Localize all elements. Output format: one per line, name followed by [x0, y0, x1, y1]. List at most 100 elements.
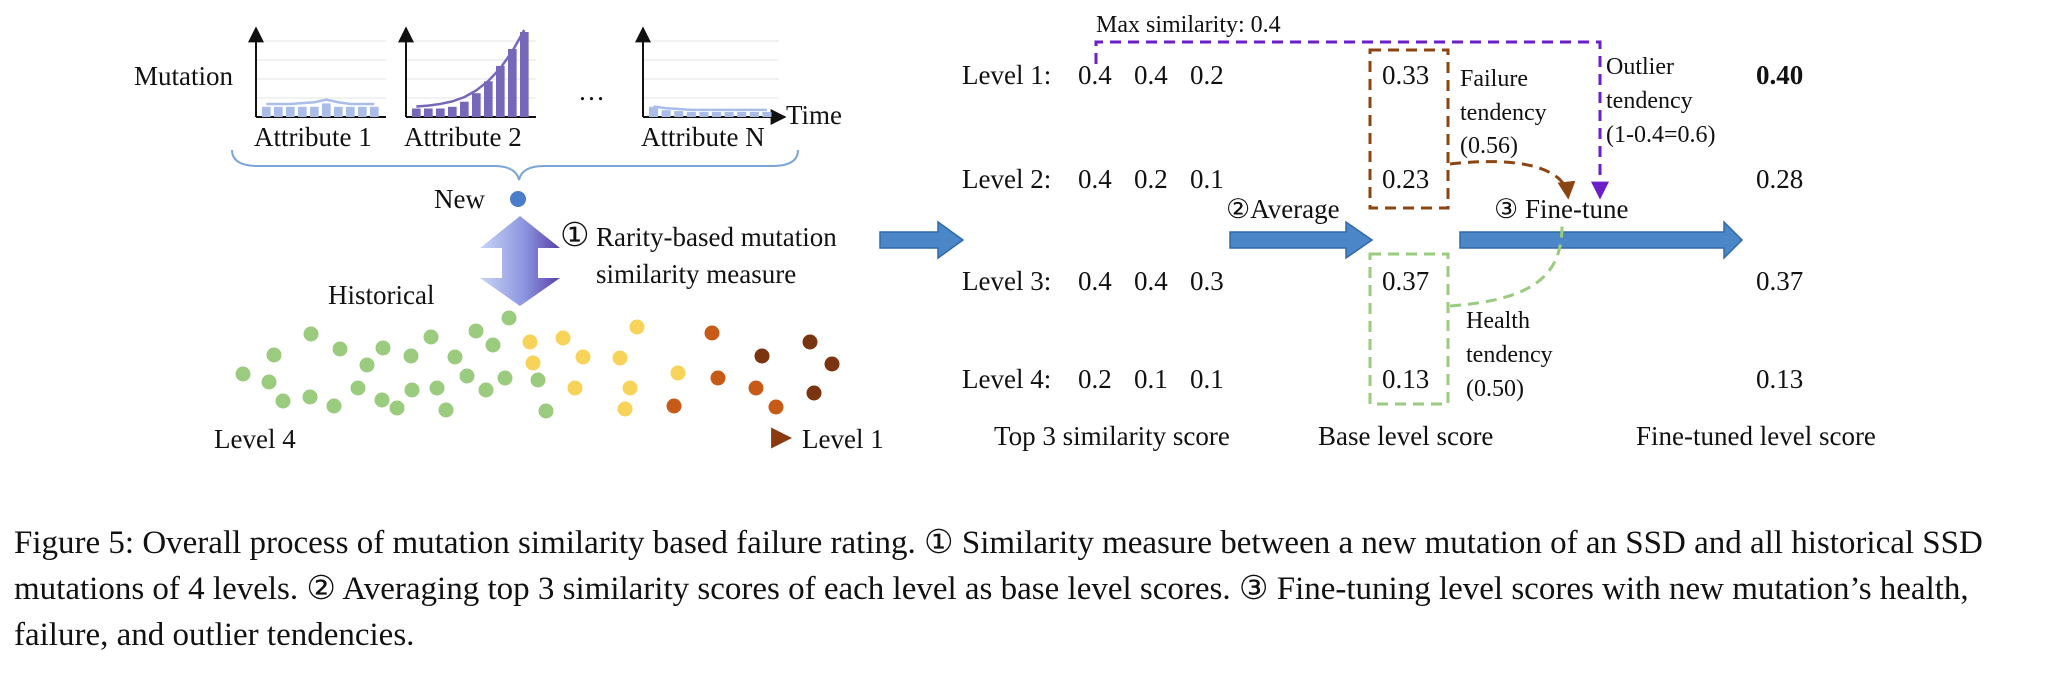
mini-chart-attribute-label: Attribute N: [641, 122, 765, 152]
base-level-score: 0.33: [1382, 60, 1429, 90]
historical-dot: [447, 349, 463, 365]
similarity-measure-section: New Historical ① Rarity-based mutation s…: [214, 184, 884, 454]
failure-tendency-value: (0.56): [1460, 133, 1518, 159]
attribute-brace: [231, 149, 799, 181]
level-row: Level 4: 0.2 0.1 0.1 0.13 0.13: [962, 364, 1803, 394]
historical-dot: [612, 350, 628, 366]
header-fine: Fine-tuned level score: [1636, 421, 1876, 451]
mini-chart-bar: [661, 110, 671, 117]
health-tendency-value: (0.50): [1466, 376, 1524, 402]
similarity-score: 0.2: [1078, 364, 1112, 394]
failure-box: [1368, 48, 1450, 210]
header-base: Base level score: [1318, 421, 1493, 451]
mini-chart-bar: [724, 111, 734, 117]
mini-chart-bar: [370, 106, 379, 117]
historical-dot: [404, 382, 420, 398]
mini-chart-bar: [749, 111, 759, 117]
updown-arrow-icon: [480, 216, 560, 306]
block-arrows: [879, 220, 1744, 260]
similarity-score: 0.1: [1134, 364, 1168, 394]
header-top3: Top 3 similarity score: [994, 421, 1230, 451]
mini-chart-bar: [310, 106, 319, 117]
historical-dot: [567, 380, 583, 396]
mini-chart-attribute-label: Attribute 2: [404, 122, 522, 152]
historical-dot: [350, 380, 366, 396]
mini-chart-bar: [520, 32, 529, 117]
level-row: Level 3: 0.4 0.4 0.3 0.37 0.37: [962, 266, 1803, 296]
mini-chart-bar: [762, 111, 772, 117]
historical-dot: [824, 356, 840, 372]
historical-dot: [302, 389, 318, 405]
arrow-step2-icon: [1229, 220, 1374, 260]
outlier-path: [1094, 40, 1609, 200]
new-label: New: [434, 184, 485, 214]
level-row: Level 2: 0.4 0.2 0.1 0.23 0.28: [962, 164, 1803, 194]
similarity-score: 0.4: [1134, 60, 1168, 90]
mini-chart-bar: [712, 111, 722, 117]
arrow-step3-icon: [1459, 220, 1744, 260]
base-level-score: 0.37: [1382, 266, 1429, 296]
historical-dot: [629, 319, 645, 335]
historical-dot: [389, 400, 405, 416]
mini-chart-bar: [286, 106, 295, 117]
similarity-score: 0.1: [1190, 364, 1224, 394]
historical-dot: [622, 380, 638, 396]
similarity-score: 0.4: [1078, 164, 1112, 194]
historical-dot: [806, 385, 822, 401]
health-tendency-line1: Health: [1466, 308, 1530, 334]
historical-label: Historical: [328, 280, 434, 310]
step1-number: ①: [560, 218, 590, 254]
historical-dot: [359, 357, 375, 373]
mini-chart-bar: [484, 81, 493, 117]
health-tendency-line2: tendency: [1466, 342, 1553, 368]
similarity-score: 0.2: [1190, 60, 1224, 90]
base-level-score: 0.13: [1382, 364, 1429, 394]
historical-dot: [704, 325, 720, 341]
outlier-tendency-value: (1-0.4=0.6): [1606, 122, 1716, 148]
mini-chart-trend-line: [653, 105, 767, 112]
similarity-score: 0.1: [1190, 164, 1224, 194]
historical-dot: [438, 402, 454, 418]
similarity-score: 0.2: [1134, 164, 1168, 194]
historical-dot: [275, 393, 291, 409]
historical-dot: [478, 382, 494, 398]
historical-dot: [326, 398, 342, 414]
historical-dots: [235, 310, 840, 419]
historical-dot: [617, 401, 633, 417]
historical-dot: [555, 330, 571, 346]
mini-chart-bar: [262, 106, 271, 117]
level-high-label: Level 1: [802, 424, 884, 454]
historical-dot: [429, 380, 445, 396]
mini-chart-ylabel: Mutation: [134, 61, 233, 91]
mini-chart-bar: [274, 106, 283, 117]
similarity-score: 0.4: [1134, 266, 1168, 296]
historical-dot: [235, 366, 251, 382]
historical-dot: [530, 372, 546, 388]
outlier-tendency-line2: tendency: [1606, 88, 1693, 114]
mini-chart-bar: [334, 106, 343, 117]
level-row-label: Level 1:: [962, 60, 1051, 90]
historical-dot: [375, 340, 391, 356]
level-row-label: Level 2:: [962, 164, 1051, 194]
failure-curve-arrow: [1449, 160, 1576, 200]
fine-tuned-level-score: 0.13: [1756, 364, 1803, 394]
historical-dot: [768, 399, 784, 415]
health-curve-arrow: [1449, 225, 1564, 308]
historical-dot: [501, 310, 517, 326]
mini-chart-bar: [322, 103, 331, 117]
mini-chart-bar: [508, 49, 517, 117]
historical-dot: [423, 329, 439, 345]
mini-chart-trend-line: [266, 98, 375, 106]
fine-tuned-level-score: 0.28: [1756, 164, 1803, 194]
mini-chart-bar: [472, 93, 481, 117]
mini-chart-bar: [346, 106, 355, 117]
historical-dot: [468, 323, 484, 339]
historical-dot: [374, 392, 390, 408]
mini-chart-attribute-label: Attribute 1: [254, 122, 372, 152]
similarity-score: 0.4: [1078, 60, 1112, 90]
step2-label: ②Average: [1226, 194, 1340, 224]
historical-dot: [670, 365, 686, 381]
mini-chart-bar: [674, 111, 684, 117]
level-row-label: Level 3:: [962, 266, 1051, 296]
